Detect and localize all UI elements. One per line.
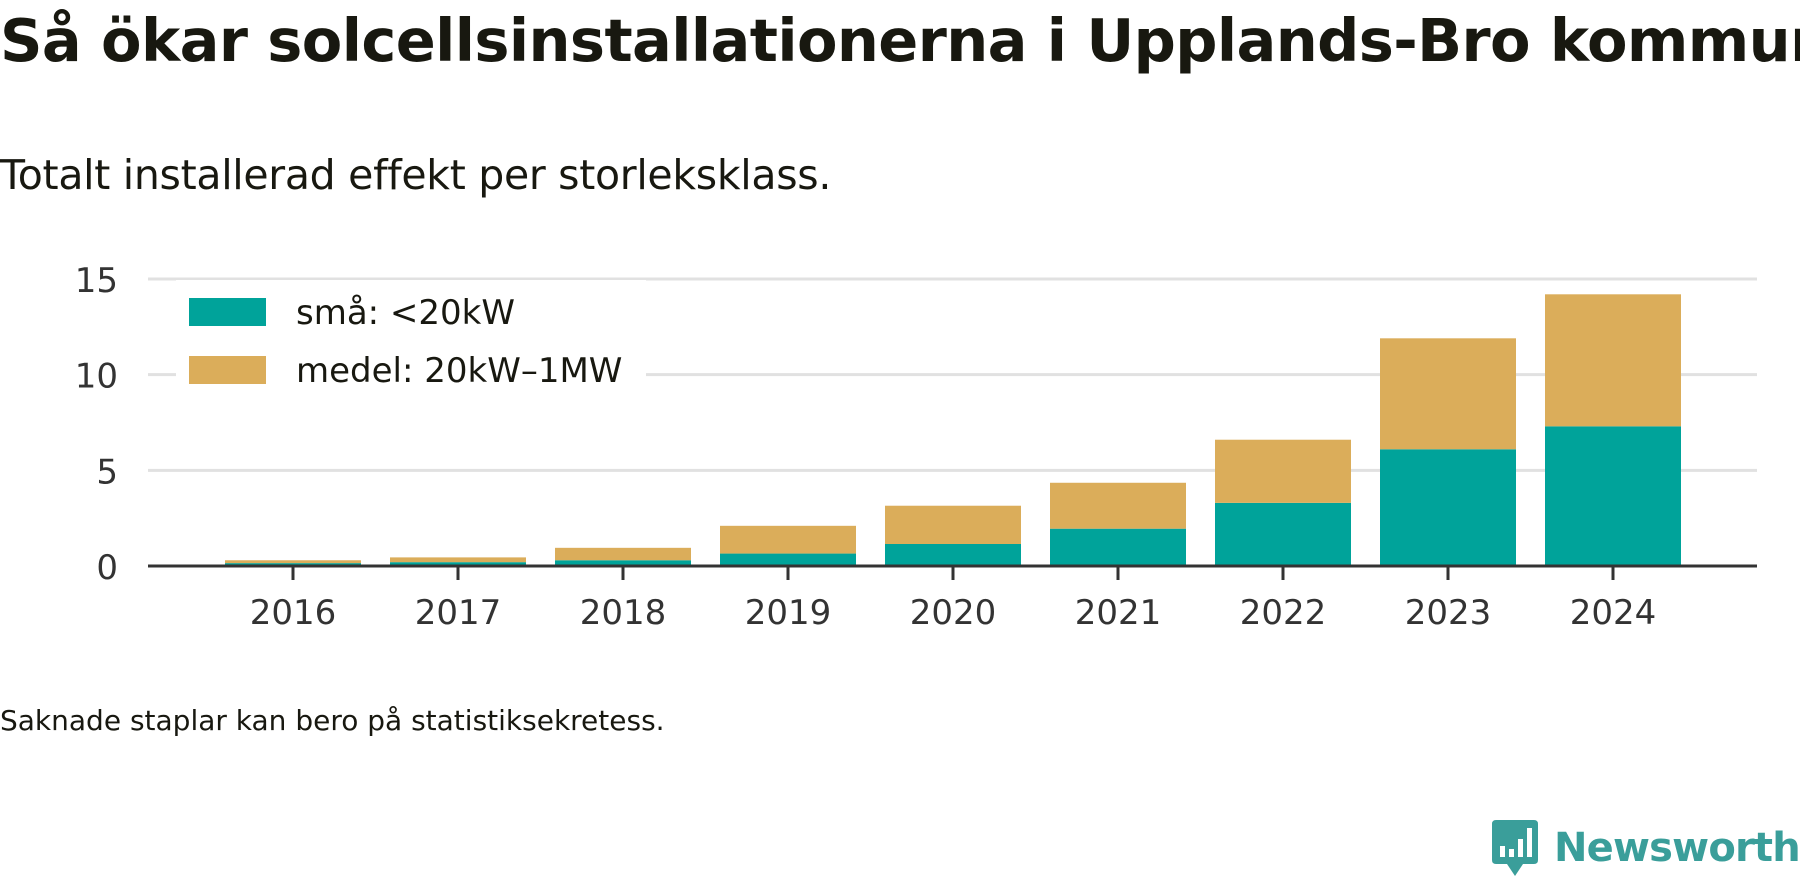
- legend-swatch-1: [189, 356, 266, 384]
- bar-2021-series-0: [1050, 528, 1186, 566]
- x-tick-label: 2024: [1570, 593, 1657, 633]
- bar-2020-series-1: [885, 505, 1021, 544]
- x-tick-label: 2019: [745, 593, 832, 633]
- x-tick-label: 2023: [1405, 593, 1492, 633]
- y-tick-label: 0: [96, 548, 118, 588]
- legend-label-1: medel: 20kW–1MW: [296, 351, 622, 391]
- chart-title: Så ökar solcellsinstallationerna i Uppla…: [0, 6, 1800, 75]
- legend-label-0: små: <20kW: [296, 293, 515, 333]
- bar-2024-series-1: [1545, 294, 1681, 427]
- y-tick-label: 10: [75, 357, 118, 397]
- bar-2023-series-0: [1380, 449, 1516, 566]
- bar-2022-series-0: [1215, 502, 1351, 566]
- brand-name: Newsworthy: [1554, 825, 1800, 871]
- footnote: Saknade staplar kan bero på statistiksek…: [0, 704, 665, 737]
- bar-2017-series-1: [390, 557, 526, 563]
- bar-2016-series-1: [225, 560, 361, 564]
- bar-2024-series-0: [1545, 426, 1681, 566]
- legend: små: <20kW medel: 20kW–1MW: [176, 280, 646, 404]
- bar-2023-series-1: [1380, 338, 1516, 450]
- stacked-bar-chart: 0 5 10 15 2016 2017 2018 2019 2020 2021 2022 2023 20…: [75, 261, 1757, 633]
- y-tick-label: 5: [96, 452, 118, 492]
- bar-2022-series-1: [1215, 439, 1351, 503]
- bar-2018-series-0: [555, 560, 691, 566]
- legend-swatch-0: [189, 298, 266, 326]
- bar-2019-series-0: [720, 553, 856, 566]
- bar-2021-series-1: [1050, 482, 1186, 529]
- x-tick-label: 2017: [415, 593, 502, 633]
- bar-2018-series-1: [555, 547, 691, 561]
- x-tick-label: 2021: [1075, 593, 1162, 633]
- x-tick-label: 2016: [250, 593, 337, 633]
- brand: Newsworthy: [1490, 818, 1800, 878]
- bar-2017-series-0: [390, 562, 526, 566]
- bar-2019-series-1: [720, 525, 856, 554]
- x-tick-label: 2018: [580, 593, 667, 633]
- chart-subtitle: Totalt installerad effekt per storlekskl…: [0, 151, 832, 199]
- bars: [225, 294, 1681, 566]
- axes: 0 5 10 15 2016 2017 2018 2019 2020 2021 2022 2023 20…: [75, 261, 1757, 633]
- newsworthy-logo-icon: [1492, 820, 1538, 876]
- x-tick-label: 2020: [910, 593, 997, 633]
- x-tick-label: 2022: [1240, 593, 1327, 633]
- y-tick-label: 15: [75, 261, 118, 301]
- bar-2020-series-0: [885, 543, 1021, 566]
